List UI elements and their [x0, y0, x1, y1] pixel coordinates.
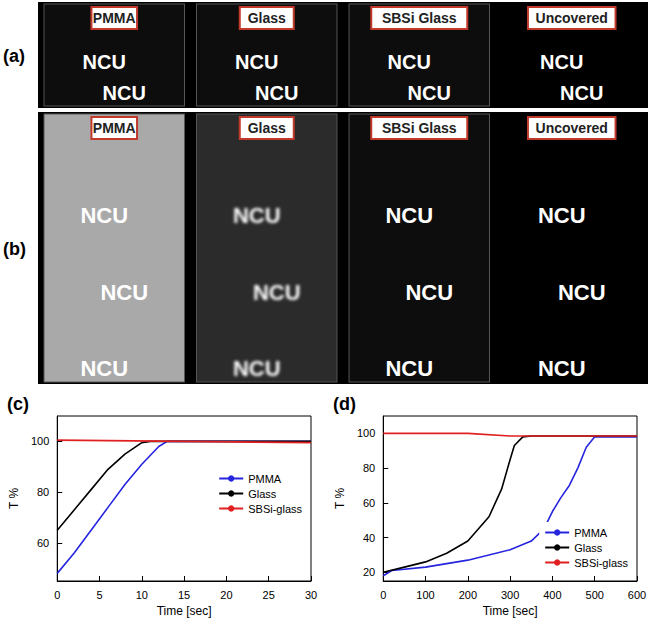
- svg-text:80: 80: [37, 486, 49, 498]
- svg-text:NCU: NCU: [233, 203, 281, 228]
- svg-text:25: 25: [263, 589, 275, 601]
- svg-text:PMMA: PMMA: [93, 10, 136, 26]
- svg-text:0: 0: [54, 589, 60, 601]
- svg-text:Glass: Glass: [248, 10, 286, 26]
- svg-text:15: 15: [178, 589, 190, 601]
- svg-text:30: 30: [305, 589, 317, 601]
- svg-text:(d): (d): [333, 394, 356, 414]
- svg-text:NCU: NCU: [80, 203, 128, 228]
- svg-text:Time [sec]: Time [sec]: [157, 604, 212, 618]
- svg-text:40: 40: [363, 532, 375, 544]
- svg-text:NCU: NCU: [83, 51, 126, 73]
- svg-text:(b): (b): [3, 239, 26, 259]
- svg-text:(c): (c): [7, 394, 29, 414]
- svg-text:SBSi Glass: SBSi Glass: [382, 120, 457, 136]
- svg-text:Glass: Glass: [248, 120, 286, 136]
- svg-text:PMMA: PMMA: [248, 473, 282, 485]
- svg-text:SBSi-glass: SBSi-glass: [574, 557, 628, 569]
- svg-text:0: 0: [380, 589, 386, 601]
- svg-text:400: 400: [543, 589, 561, 601]
- svg-text:NCU: NCU: [540, 51, 583, 73]
- svg-text:60: 60: [37, 537, 49, 549]
- svg-text:NCU: NCU: [385, 356, 433, 381]
- svg-text:500: 500: [586, 589, 604, 601]
- svg-text:80: 80: [363, 462, 375, 474]
- svg-text:NCU: NCU: [103, 82, 146, 104]
- svg-text:NCU: NCU: [255, 82, 298, 104]
- svg-text:PMMA: PMMA: [574, 527, 608, 539]
- svg-text:NCU: NCU: [558, 280, 606, 305]
- svg-text:20: 20: [220, 589, 232, 601]
- svg-text:200: 200: [459, 589, 477, 601]
- svg-text:Glass: Glass: [248, 488, 277, 500]
- svg-text:NCU: NCU: [538, 203, 586, 228]
- svg-text:100: 100: [357, 427, 375, 439]
- svg-text:T %: T %: [7, 488, 21, 509]
- svg-text:T %: T %: [333, 488, 347, 509]
- svg-text:NCU: NCU: [538, 356, 586, 381]
- svg-text:NCU: NCU: [385, 203, 433, 228]
- svg-text:600: 600: [628, 589, 646, 601]
- svg-text:Glass: Glass: [574, 542, 603, 554]
- svg-text:NCU: NCU: [80, 356, 128, 381]
- svg-text:NCU: NCU: [235, 51, 278, 73]
- svg-text:20: 20: [363, 566, 375, 578]
- svg-text:NCU: NCU: [405, 280, 453, 305]
- svg-text:60: 60: [363, 497, 375, 509]
- svg-text:(a): (a): [3, 46, 25, 66]
- svg-text:PMMA: PMMA: [93, 120, 136, 136]
- svg-text:Uncovered: Uncovered: [536, 10, 608, 26]
- svg-text:NCU: NCU: [408, 82, 451, 104]
- svg-text:Uncovered: Uncovered: [536, 120, 608, 136]
- svg-text:NCU: NCU: [233, 356, 281, 381]
- svg-text:10: 10: [136, 589, 148, 601]
- svg-text:Time [sec]: Time [sec]: [483, 604, 538, 618]
- svg-text:NCU: NCU: [100, 280, 148, 305]
- svg-text:NCU: NCU: [388, 51, 431, 73]
- svg-text:5: 5: [96, 589, 102, 601]
- svg-text:SBSi Glass: SBSi Glass: [382, 10, 457, 26]
- svg-text:100: 100: [31, 435, 49, 447]
- svg-text:NCU: NCU: [253, 280, 301, 305]
- svg-text:100: 100: [416, 589, 434, 601]
- svg-text:NCU: NCU: [560, 82, 603, 104]
- svg-text:SBSi-glass: SBSi-glass: [248, 503, 302, 515]
- svg-text:300: 300: [501, 589, 519, 601]
